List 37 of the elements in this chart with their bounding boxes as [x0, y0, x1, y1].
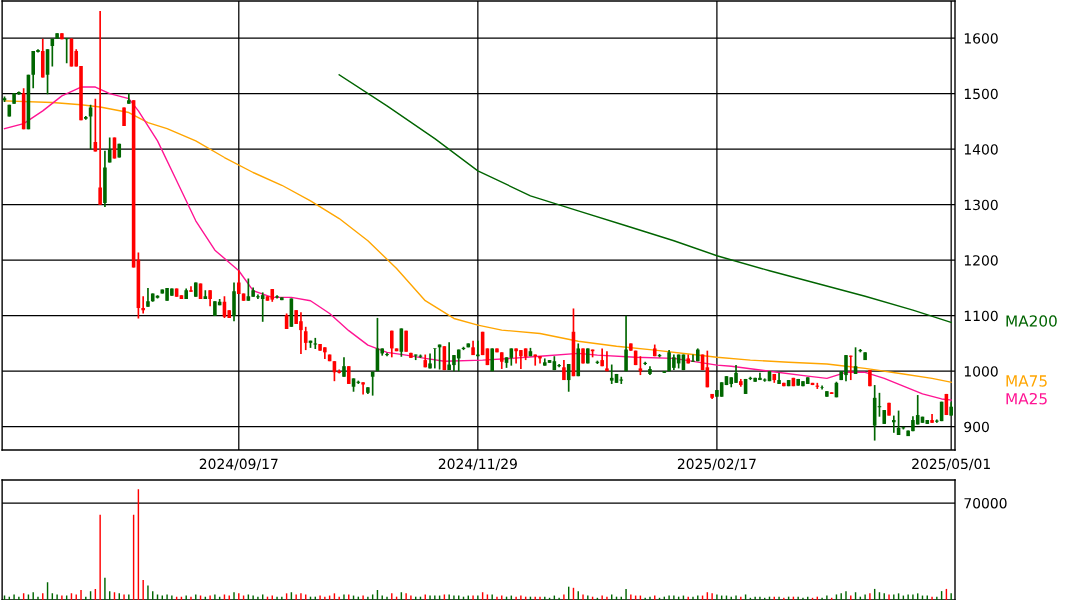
text: MA75	[1006, 375, 1047, 387]
candlestick	[390, 329, 394, 359]
candlestick	[246, 277, 251, 302]
text: MA25	[1006, 392, 1047, 405]
candlestick	[691, 353, 695, 363]
line-series	[338, 74, 952, 324]
candlestick	[98, 10, 102, 206]
candlestick	[146, 287, 150, 308]
candlestick	[361, 381, 365, 396]
y-tick-label: 1400	[964, 144, 998, 155]
candlestick	[624, 314, 628, 373]
candlestick	[848, 354, 853, 381]
y-tick-label: 1000	[964, 366, 998, 377]
y-tick-label: 70000	[964, 497, 1007, 509]
y-tick-label: 1200	[964, 255, 998, 266]
candlestick	[433, 347, 437, 370]
candlestick	[892, 414, 896, 434]
text: MA200	[1006, 315, 1057, 327]
candlestick	[619, 375, 624, 385]
y-tick-label: 1300	[964, 199, 998, 211]
candlestick	[342, 356, 346, 378]
x-tick-label: 2024/09/17	[199, 458, 278, 471]
candlestick	[609, 363, 614, 385]
candlestick	[820, 384, 824, 391]
x-tick-label: 2024/11/29	[438, 458, 517, 471]
x-tick-label: 2025/05/01	[912, 458, 990, 471]
candlestick	[638, 355, 643, 376]
y-tick-label: 1600	[964, 33, 998, 44]
candlestick	[313, 337, 318, 350]
candlestick	[447, 341, 451, 371]
candlestick	[935, 418, 939, 424]
y-tick-label: 1500	[964, 88, 998, 100]
y-tick-label: 1100	[964, 310, 998, 322]
candlestick	[303, 325, 308, 351]
x-tick-label: 2025/02/17	[677, 458, 756, 471]
candlestick	[141, 295, 145, 315]
y-tick-label: 900	[964, 421, 989, 433]
